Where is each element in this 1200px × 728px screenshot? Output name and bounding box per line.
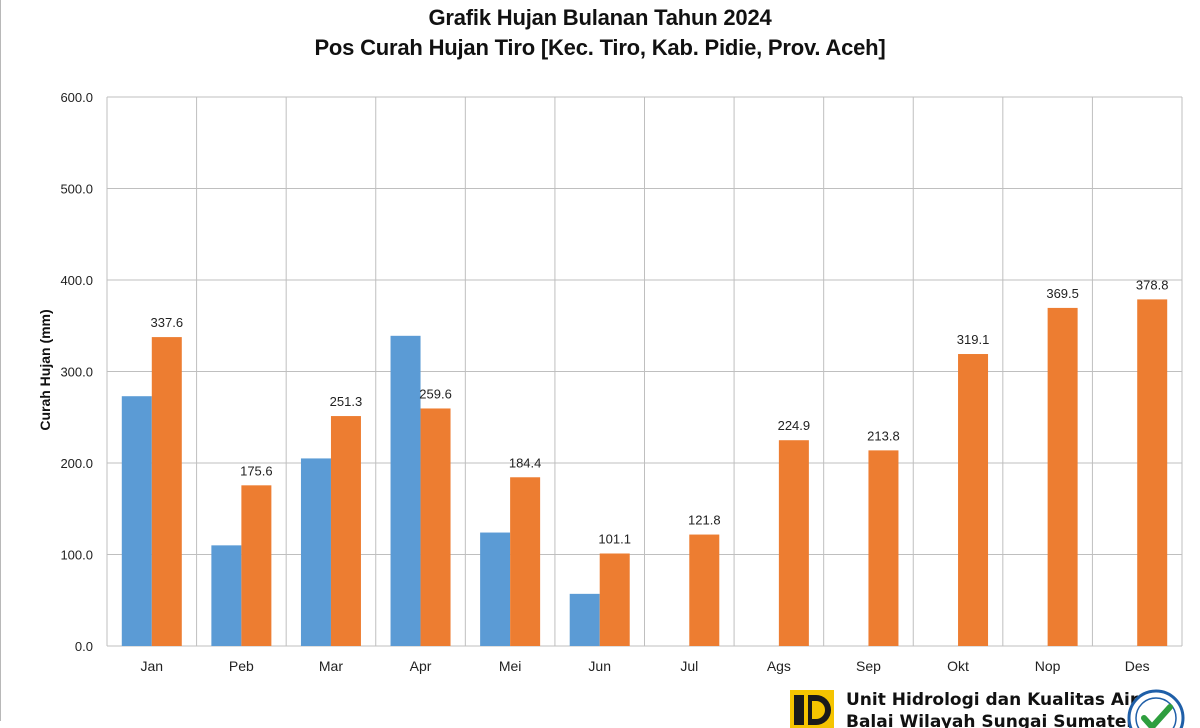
y-tick-label: 500.0 (60, 182, 93, 197)
bar-series2 (958, 354, 989, 646)
unit-name: Unit Hidrologi dan Kualitas Air (846, 690, 1139, 710)
pu-logo-icon (790, 690, 834, 728)
bar-series1 (390, 335, 421, 646)
bar-series2 (599, 553, 630, 646)
data-label: 224.9 (778, 418, 811, 433)
data-label: 369.5 (1046, 286, 1079, 301)
y-tick-label: 200.0 (60, 456, 93, 471)
bar-series2 (1047, 307, 1078, 646)
bar-series1 (211, 545, 242, 646)
iso-certification-icon (1127, 689, 1185, 728)
bar-series2 (420, 408, 451, 646)
data-label: 121.8 (688, 513, 721, 528)
data-label: 319.1 (957, 332, 990, 347)
labels: 0.0 100.0 200.0 300.0 400.0 500.0 600.0 337.6 Ja… (60, 90, 1168, 674)
bar-series1 (300, 458, 331, 646)
x-tick-label: Ags (767, 658, 791, 674)
x-tick-label: Okt (947, 658, 969, 674)
bars (121, 299, 1168, 646)
bar-series2 (330, 416, 361, 646)
data-label: 251.3 (330, 394, 363, 409)
bar-series2 (1137, 299, 1168, 646)
y-tick-label: 300.0 (60, 365, 93, 380)
data-label: 175.6 (240, 463, 273, 478)
x-tick-label: Sep (856, 658, 881, 674)
balai-name: Balai Wilayah Sungai Sumatera I (846, 712, 1159, 728)
x-tick-label: Nop (1035, 658, 1061, 674)
bar-series1 (569, 593, 600, 646)
x-tick-label: Jun (588, 658, 611, 674)
data-label: 213.8 (867, 428, 900, 443)
y-tick-label: 400.0 (60, 273, 93, 288)
bar-series1 (121, 396, 152, 646)
bar-series2 (778, 440, 809, 646)
chart-subtitle: Pos Curah Hujan Tiro [Kec. Tiro, Kab. Pi… (314, 35, 886, 60)
data-label: 259.6 (419, 386, 452, 401)
y-tick-label: 0.0 (75, 639, 93, 654)
bar-series2 (868, 450, 899, 646)
bar-series1 (480, 532, 511, 646)
y-tick-label: 600.0 (60, 90, 93, 105)
bar-series2 (241, 485, 272, 646)
data-label: 378.8 (1136, 277, 1169, 292)
data-label: 337.6 (151, 315, 184, 330)
data-label: 101.1 (598, 531, 631, 546)
bar-series2 (689, 534, 720, 646)
footer: Unit Hidrologi dan Kualitas Air Balai Wi… (788, 688, 1200, 728)
x-tick-label: Peb (229, 658, 254, 674)
x-tick-label: Jan (141, 658, 164, 674)
x-tick-label: Des (1125, 658, 1150, 674)
gridlines (106, 96, 1183, 647)
x-tick-label: Mar (319, 658, 343, 674)
chart-title: Grafik Hujan Bulanan Tahun 2024 (428, 5, 772, 30)
x-tick-label: Jul (680, 658, 698, 674)
bar-series2 (510, 477, 541, 646)
data-label: 184.4 (509, 455, 542, 470)
x-tick-label: Mei (499, 658, 522, 674)
x-tick-label: Apr (410, 658, 432, 674)
bar-series2 (151, 337, 182, 646)
y-tick-label: 100.0 (60, 548, 93, 563)
